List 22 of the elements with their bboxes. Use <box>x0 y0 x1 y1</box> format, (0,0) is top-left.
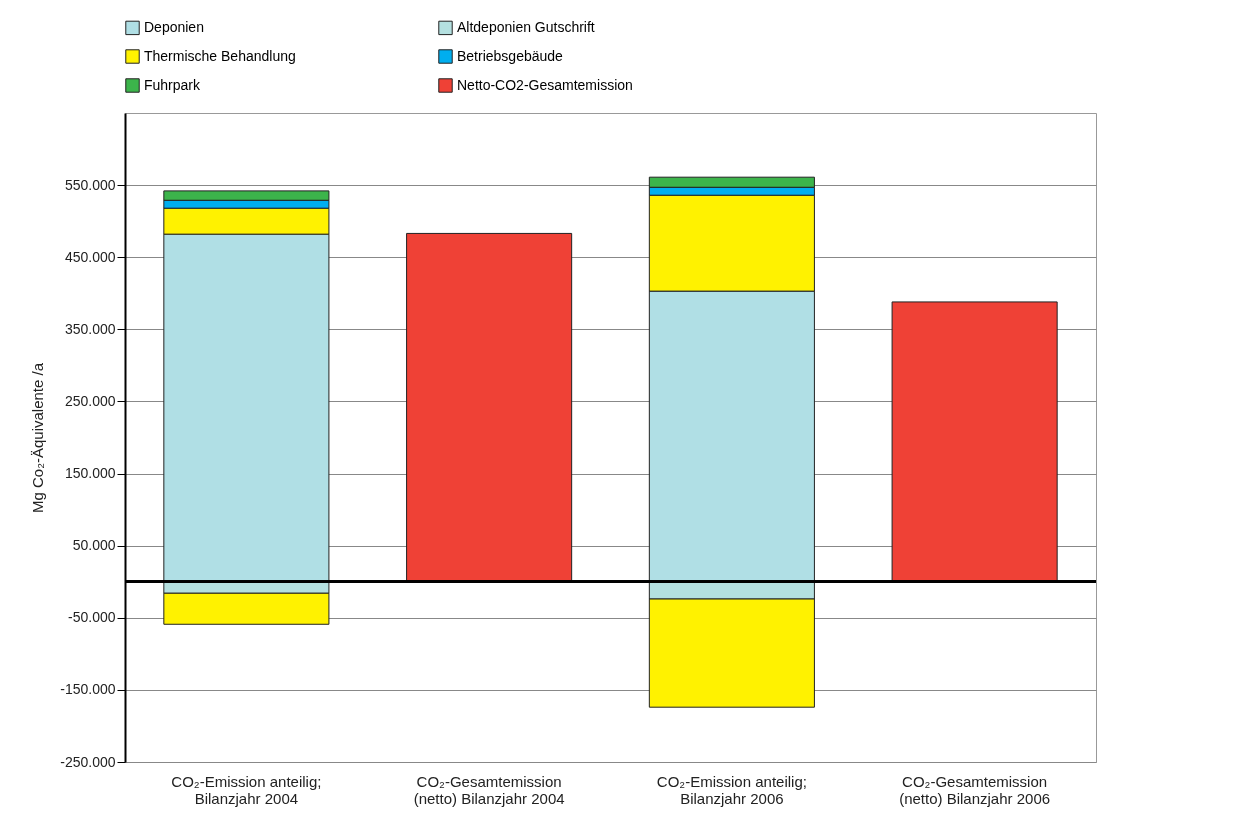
y-tick-label: -150.000 <box>60 681 116 698</box>
y-tick-label: 50.000 <box>72 537 116 554</box>
y-tick-label: 250.000 <box>64 392 116 409</box>
legend-label: Fuhrpark <box>144 76 202 93</box>
y-tick-label: -250.000 <box>60 753 116 770</box>
legend-label: Deponien <box>144 18 204 35</box>
y-axis-title: Mg Co₂-Äquivalente /a <box>29 362 47 514</box>
y-tick-label: 450.000 <box>64 248 116 265</box>
legend-label: Altdeponien Gutschrift <box>457 18 595 35</box>
bar <box>406 232 573 583</box>
x-tick-label: CO₂-Gesamtemission (netto) Bilanzjahr 2006 <box>899 772 1051 807</box>
y-tick-label: 350.000 <box>64 320 116 337</box>
y-tick-label: -50.000 <box>68 609 116 626</box>
y-tick-label: 150.000 <box>64 465 116 482</box>
x-tick-label: CO₂-Emission anteilig; Bilanzjahr 2006 <box>656 772 807 807</box>
legend-label: Netto-CO2-Gesamtemission <box>457 76 633 93</box>
y-tick-label: 550.000 <box>64 176 116 193</box>
x-tick-label: CO₂-Emission anteilig; Bilanzjahr 2004 <box>171 772 322 807</box>
legend-label: Betriebsgebäude <box>457 47 564 64</box>
legend-label: Thermische Behandlung <box>144 47 296 64</box>
x-tick-label: CO₂-Gesamtemission (netto) Bilanzjahr 2004 <box>413 772 565 807</box>
bar <box>891 301 1058 583</box>
